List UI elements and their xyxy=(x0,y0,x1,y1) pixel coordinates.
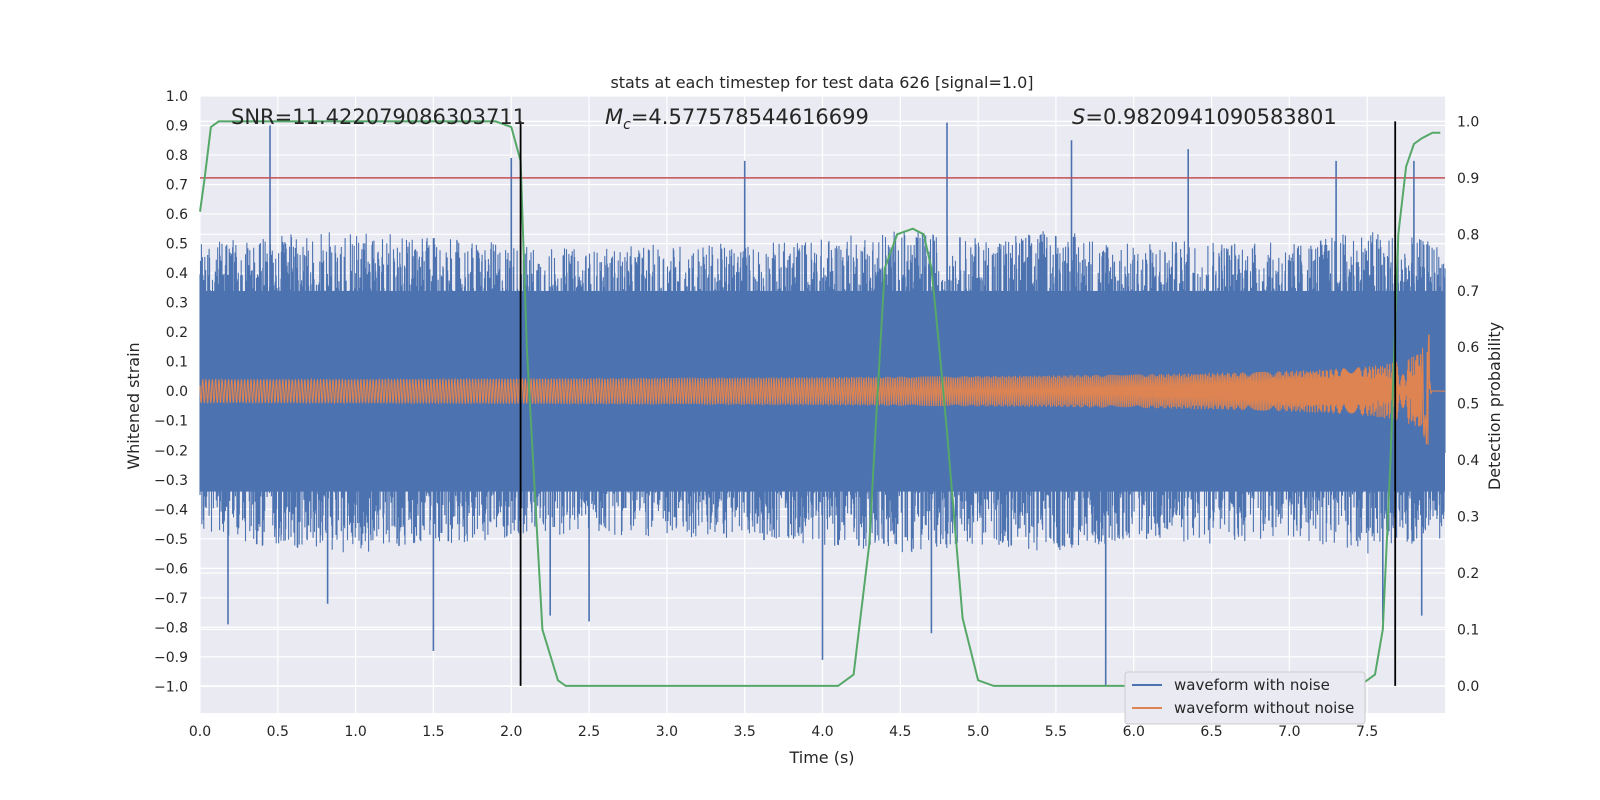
y-tick-label-left: 1.0 xyxy=(166,89,188,105)
probability-layer xyxy=(199,120,1445,687)
clean-waveform-line xyxy=(199,334,1446,445)
y-tick-label-left: −0.7 xyxy=(154,591,188,607)
tick-labels: 0.0 0.5 1.0 1.5 2.0 2.5 3.0 3.5 4.0 4.5 5.0 5.5 6.0 6… xyxy=(154,89,1479,740)
chart-title: stats at each timestep for test data 626… xyxy=(610,73,1033,92)
y-tick-label-right: 0.9 xyxy=(1457,171,1479,187)
y-tick-label-right: 0.0 xyxy=(1457,679,1479,695)
y-tick-label-left: −0.6 xyxy=(154,561,188,577)
y-tick-label-left: 0.2 xyxy=(166,325,188,341)
s-value: =0.9820941090583801 xyxy=(1085,105,1336,129)
y-tick-label-right: 0.8 xyxy=(1457,227,1479,243)
x-tick-label: 7.5 xyxy=(1356,724,1378,740)
y-tick-label-left: −0.4 xyxy=(154,502,188,518)
y-tick-label-right: 0.7 xyxy=(1457,284,1479,300)
y-tick-label-left: −0.2 xyxy=(154,443,188,459)
y-tick-label-left: −0.8 xyxy=(154,620,188,636)
score-annotation: S=0.9820941090583801 xyxy=(1072,105,1337,129)
y-tick-label-left: −0.1 xyxy=(154,414,188,430)
x-tick-label: 6.0 xyxy=(1123,724,1145,740)
x-tick-label: 4.5 xyxy=(889,724,911,740)
x-tick-label: 3.0 xyxy=(656,724,678,740)
x-axis-label: Time (s) xyxy=(788,748,854,767)
y-tick-label-left: 0.4 xyxy=(166,266,188,282)
y-tick-label-right: 1.0 xyxy=(1457,114,1479,130)
x-tick-label: 4.0 xyxy=(811,724,833,740)
x-tick-label: 0.0 xyxy=(189,724,211,740)
marker-layer xyxy=(519,121,1397,686)
x-tick-label: 6.5 xyxy=(1200,724,1222,740)
legend-label-clean: waveform without noise xyxy=(1174,699,1354,717)
y-tick-label-right: 0.6 xyxy=(1457,340,1479,356)
x-tick-label: 5.5 xyxy=(1045,724,1067,740)
legend-label-noisy: waveform with noise xyxy=(1174,676,1330,694)
legend: waveform with noise waveform without noi… xyxy=(1124,671,1366,725)
y-tick-label-right: 0.4 xyxy=(1457,453,1479,469)
y-tick-label-right: 0.3 xyxy=(1457,510,1479,526)
noise-spikes xyxy=(227,122,1423,687)
y-tick-label-left: 0.9 xyxy=(166,119,188,135)
y-tick-label-left: 0.3 xyxy=(166,296,188,312)
y-tick-label-left: −1.0 xyxy=(154,679,188,695)
y-tick-label-left: −0.3 xyxy=(154,473,188,489)
legend-box xyxy=(1124,671,1366,725)
x-tick-label: 5.0 xyxy=(967,724,989,740)
s-symbol: S xyxy=(1072,105,1085,129)
snr-annotation: SNR=11.422079086303711 xyxy=(231,105,526,129)
y-tick-label-left: −0.5 xyxy=(154,532,188,548)
x-tick-label: 2.0 xyxy=(500,724,522,740)
y-tick-label-right: 0.1 xyxy=(1457,622,1479,638)
mc-symbol: M xyxy=(605,105,623,129)
x-tick-label: 7.0 xyxy=(1278,724,1300,740)
chirp-mass-annotation: Mc=4.577578544616699 xyxy=(605,105,869,133)
x-tick-label: 3.5 xyxy=(734,724,756,740)
y-axis-label-left: Whitened strain xyxy=(124,342,143,469)
x-tick-label: 2.5 xyxy=(578,724,600,740)
y-axis-label-right: Detection probability xyxy=(1485,322,1504,490)
y-tick-label-left: 0.0 xyxy=(166,384,188,400)
mc-value: =4.577578544616699 xyxy=(631,105,869,129)
detection-probability-line xyxy=(199,120,1441,687)
y-tick-label-left: −0.9 xyxy=(154,650,188,666)
y-tick-label-right: 0.5 xyxy=(1457,397,1479,413)
x-tick-label: 1.5 xyxy=(422,724,444,740)
mc-subscript: c xyxy=(623,117,631,133)
clean-layer xyxy=(199,334,1446,445)
x-tick-label: 0.5 xyxy=(267,724,289,740)
y-tick-label-right: 0.2 xyxy=(1457,566,1479,582)
y-tick-label-left: 0.6 xyxy=(166,207,188,223)
y-tick-label-left: 0.8 xyxy=(166,148,188,164)
y-tick-label-left: 0.5 xyxy=(166,237,188,253)
y-tick-label-left: 0.1 xyxy=(166,355,188,371)
y-tick-label-left: 0.7 xyxy=(166,178,188,194)
x-tick-label: 1.0 xyxy=(344,724,366,740)
